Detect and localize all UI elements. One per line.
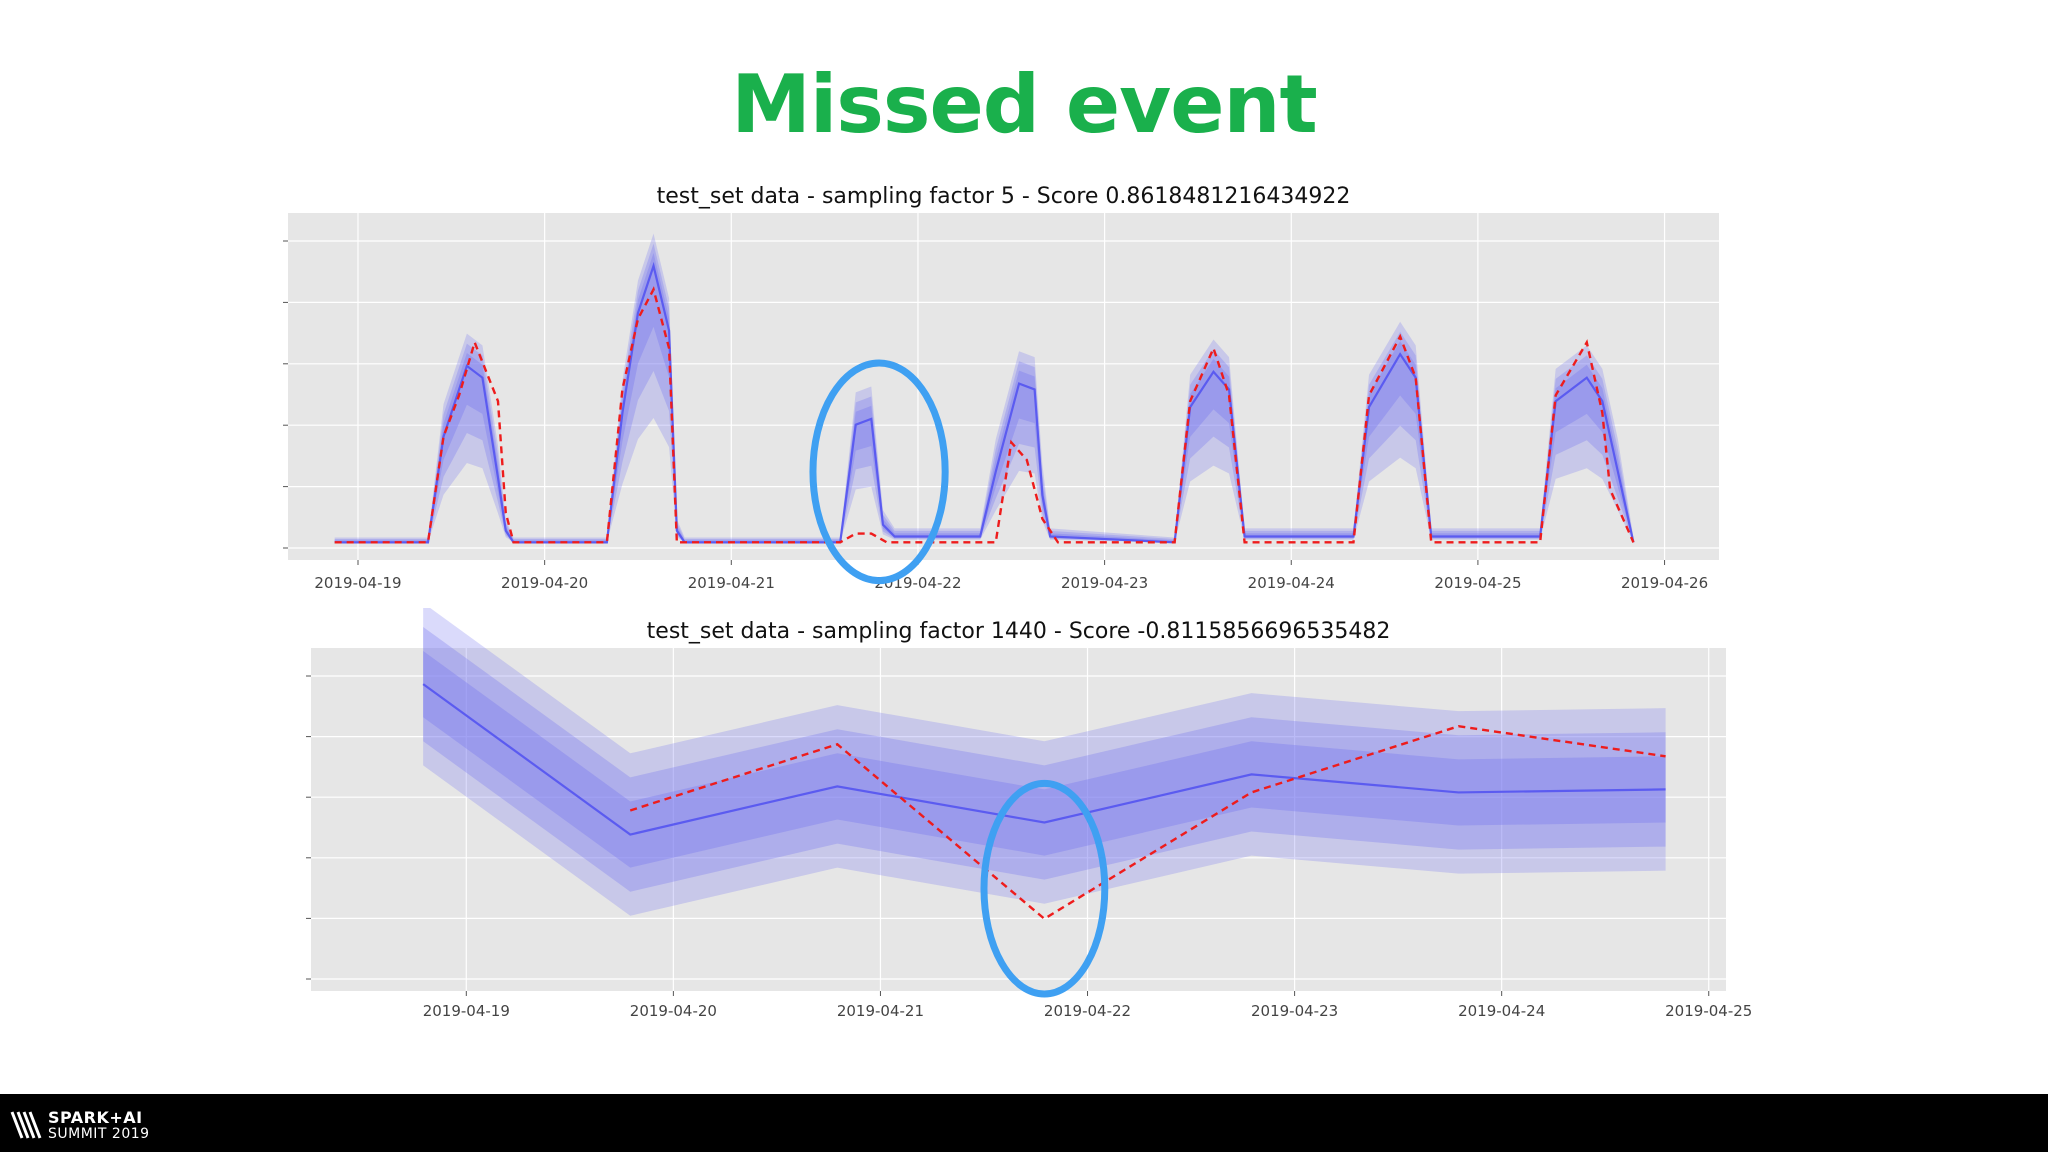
chart-sampling-factor-5: test_set data - sampling factor 5 - Scor… (283, 184, 1719, 592)
x-tick-label: 2019-04-21 (688, 574, 775, 592)
x-tick-label: 2019-04-22 (1044, 1002, 1131, 1020)
missed-event-highlight (980, 779, 1109, 998)
x-tick-label: 2019-04-21 (837, 1002, 924, 1020)
chart-title: test_set data - sampling factor 1440 - S… (647, 619, 1391, 644)
chart-title: test_set data - sampling factor 5 - Scor… (657, 184, 1351, 209)
x-tick-label: 2019-04-24 (1458, 1002, 1545, 1020)
uncertainty-band (334, 252, 1634, 543)
x-tick-label: 2019-04-23 (1061, 574, 1148, 592)
plot-area (288, 213, 1719, 560)
uncertainty-band (423, 608, 1666, 916)
x-tick-label: 2019-04-25 (1665, 1002, 1752, 1020)
actual-line (334, 286, 1635, 544)
x-tick-label: 2019-04-19 (314, 574, 401, 592)
actual-line (629, 725, 1666, 921)
slide-title: Missed event (731, 58, 1318, 151)
logo-line1: SPARK+AI (48, 1108, 143, 1127)
uncertainty-band (423, 626, 1666, 892)
missed-event-highlight (809, 359, 949, 585)
x-tick-label: 2019-04-24 (1248, 574, 1335, 592)
chart-sampling-factor-1440: test_set data - sampling factor 1440 - S… (306, 608, 1752, 1020)
x-tick-label: 2019-04-26 (1621, 574, 1708, 592)
x-tick-label: 2019-04-23 (1251, 1002, 1338, 1020)
uncertainty-band (423, 651, 1666, 868)
prediction-line (422, 683, 1666, 836)
logo-line2: SUMMIT 2019 (48, 1126, 150, 1142)
x-tick-label: 2019-04-25 (1434, 574, 1521, 592)
uncertainty-band (334, 243, 1634, 543)
x-tick-label: 2019-04-19 (423, 1002, 510, 1020)
footer-bar: SPARK+AI SUMMIT 2019 (0, 1094, 2048, 1152)
plot-area (311, 648, 1726, 991)
x-tick-label: 2019-04-20 (630, 1002, 717, 1020)
spark-logo-icon (10, 1111, 42, 1139)
spark-ai-summit-logo: SPARK+AI SUMMIT 2019 (8, 1106, 158, 1146)
x-tick-label: 2019-04-20 (501, 574, 588, 592)
